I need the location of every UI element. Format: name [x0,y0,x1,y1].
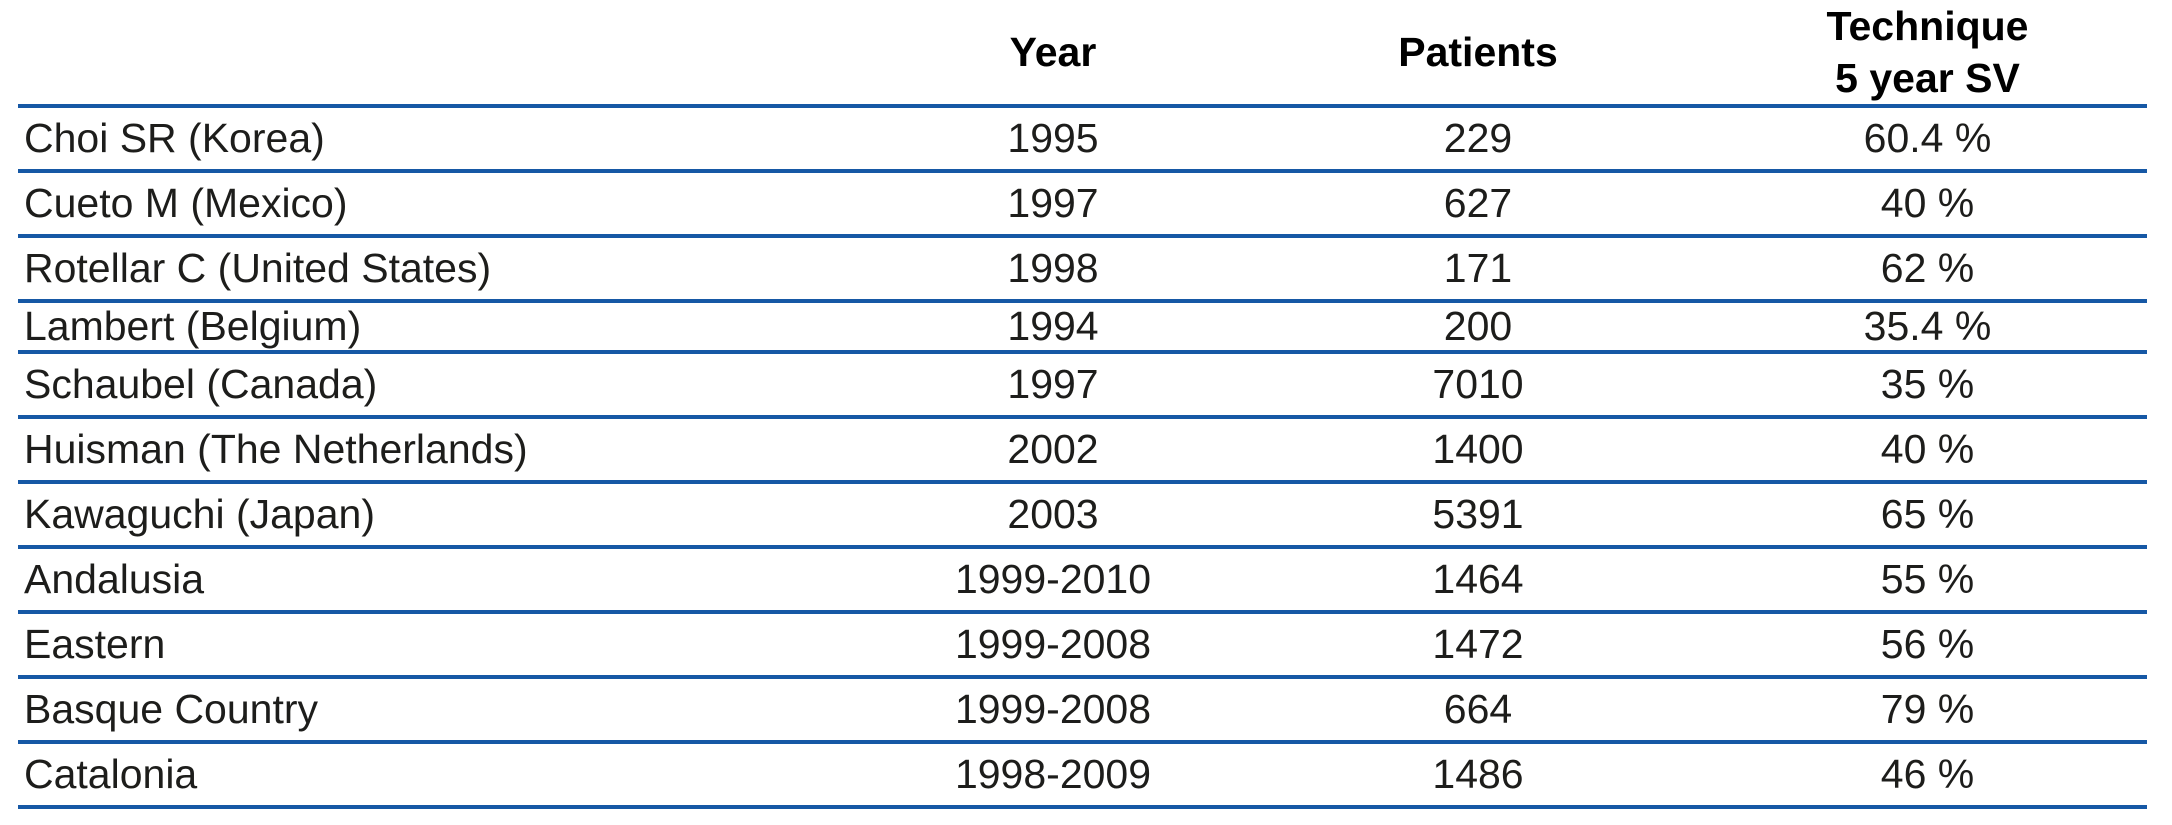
table-row: Andalusia 1999-2010 1464 55 % [18,547,2147,614]
study-name-cell: Andalusia [18,547,858,614]
table-row: Huisman (The Netherlands) 2002 1400 40 % [18,417,2147,484]
column-header-year: Year [858,0,1248,108]
survival-cell: 79 % [1708,677,2147,744]
table-row: Cueto M (Mexico) 1997 627 40 % [18,171,2147,238]
survival-cell: 55 % [1708,547,2147,614]
year-cell: 2003 [858,482,1248,549]
table-row: Kawaguchi (Japan) 2003 5391 65 % [18,482,2147,549]
study-name-cell: Cueto M (Mexico) [18,171,858,238]
study-name-cell: Kawaguchi (Japan) [18,482,858,549]
survival-cell: 35 % [1708,352,2147,419]
survival-cell: 40 % [1708,417,2147,484]
year-cell: 1995 [858,106,1248,173]
year-cell: 1999-2008 [858,612,1248,679]
study-name-cell: Schaubel (Canada) [18,352,858,419]
year-cell: 2002 [858,417,1248,484]
patients-cell: 5391 [1248,482,1708,549]
table-header: Year Patients Technique 5 year SV [18,0,2147,108]
table-header-row: Year Patients Technique 5 year SV [18,0,2147,108]
patients-cell: 1400 [1248,417,1708,484]
study-name-cell: Basque Country [18,677,858,744]
table-row: Catalonia 1998-2009 1486 46 % [18,742,2147,809]
column-header-technique-5-year-sv: Technique 5 year SV [1708,0,2147,108]
patients-cell: 1464 [1248,547,1708,614]
patients-cell: 171 [1248,236,1708,303]
study-name-cell: Lambert (Belgium) [18,301,858,354]
survival-cell: 35.4 % [1708,301,2147,354]
survival-cell: 62 % [1708,236,2147,303]
survival-cell: 56 % [1708,612,2147,679]
column-header-study [18,0,858,108]
column-header-patients: Patients [1248,0,1708,108]
study-name-cell: Choi SR (Korea) [18,106,858,173]
table-row: Choi SR (Korea) 1995 229 60.4 % [18,106,2147,173]
year-cell: 1999-2008 [858,677,1248,744]
patients-cell: 7010 [1248,352,1708,419]
table-row: Eastern 1999-2008 1472 56 % [18,612,2147,679]
year-cell: 1998 [858,236,1248,303]
year-cell: 1998-2009 [858,742,1248,809]
patients-cell: 1472 [1248,612,1708,679]
table-body: Choi SR (Korea) 1995 229 60.4 % Cueto M … [18,106,2147,809]
patients-cell: 664 [1248,677,1708,744]
patients-cell: 229 [1248,106,1708,173]
survival-cell: 60.4 % [1708,106,2147,173]
year-cell: 1994 [858,301,1248,354]
patients-cell: 1486 [1248,742,1708,809]
year-cell: 1999-2010 [858,547,1248,614]
survival-cell: 46 % [1708,742,2147,809]
patients-cell: 627 [1248,171,1708,238]
table-row: Lambert (Belgium) 1994 200 35.4 % [18,301,2147,354]
survival-cell: 40 % [1708,171,2147,238]
study-name-cell: Catalonia [18,742,858,809]
survival-cell: 65 % [1708,482,2147,549]
year-cell: 1997 [858,352,1248,419]
patients-cell: 200 [1248,301,1708,354]
study-name-cell: Rotellar C (United States) [18,236,858,303]
year-cell: 1997 [858,171,1248,238]
study-name-cell: Eastern [18,612,858,679]
study-name-cell: Huisman (The Netherlands) [18,417,858,484]
survival-table: Year Patients Technique 5 year SV Choi S… [18,0,2147,809]
table-row: Rotellar C (United States) 1998 171 62 % [18,236,2147,303]
table-row: Basque Country 1999-2008 664 79 % [18,677,2147,744]
table-row: Schaubel (Canada) 1997 7010 35 % [18,352,2147,419]
